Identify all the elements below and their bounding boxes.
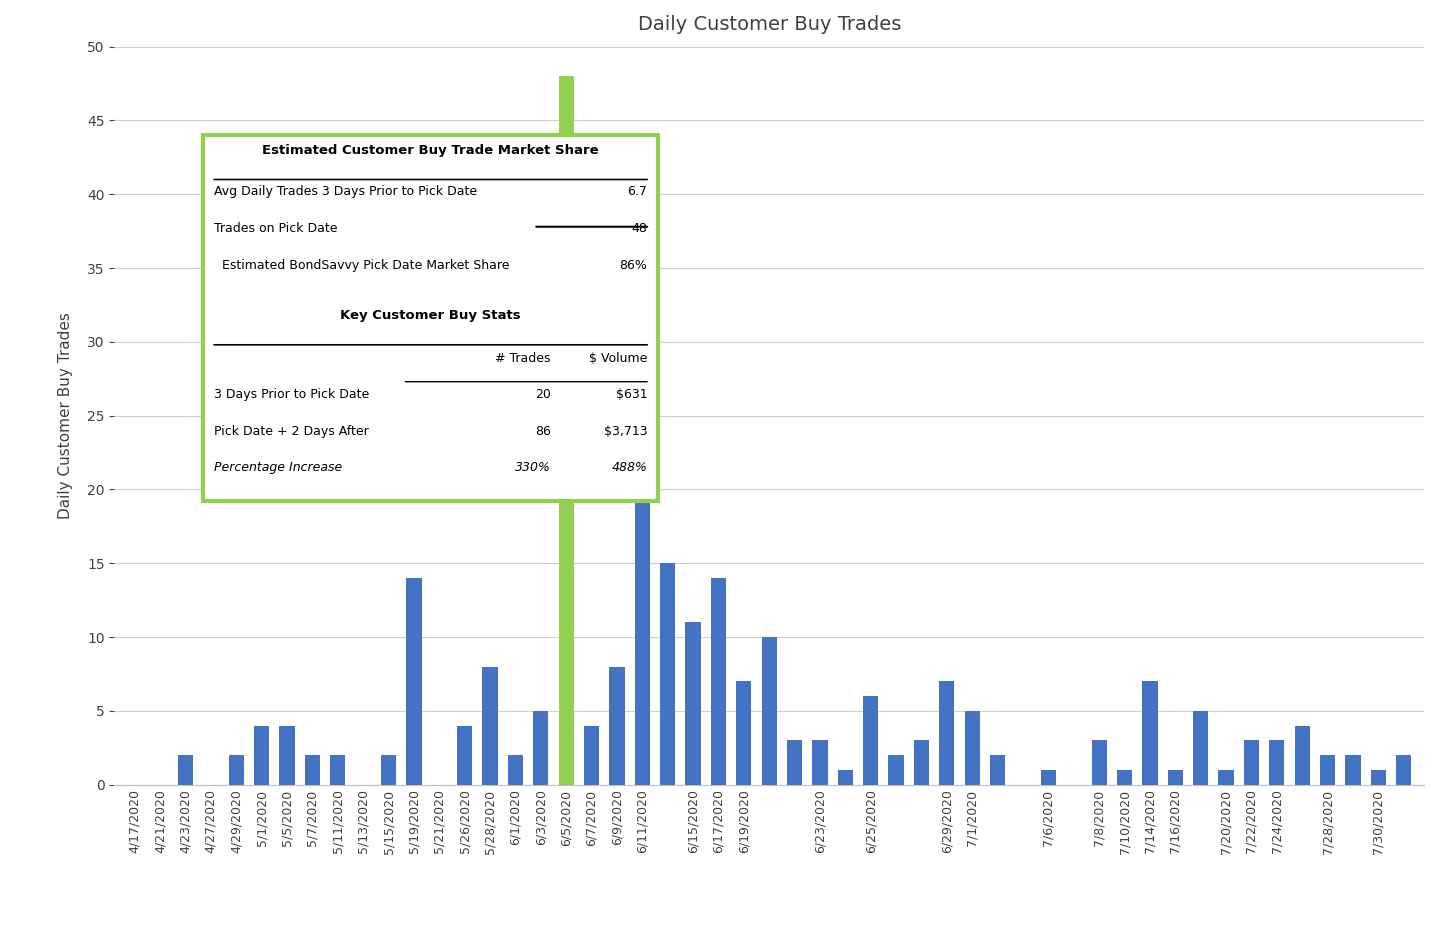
Text: Percentage Increase: Percentage Increase [214,461,342,474]
Bar [381,755,396,785]
Bar [255,726,269,785]
Text: Avg Daily Trades 3 Days Prior to Pick Date: Avg Daily Trades 3 Days Prior to Pick Da… [214,186,478,198]
Text: # Trades: # Trades [495,352,551,365]
Bar [863,696,878,785]
Bar [584,726,599,785]
Bar [1117,770,1132,785]
Bar [229,755,243,785]
Bar [1269,741,1285,785]
Bar [914,741,930,785]
Bar [1167,770,1183,785]
Text: 48: 48 [632,222,648,235]
Bar [558,77,574,785]
Bar [1295,726,1309,785]
Bar [1345,755,1360,785]
Bar [305,755,319,785]
FancyBboxPatch shape [203,135,658,501]
Bar [534,711,548,785]
Bar [1219,770,1233,785]
Bar [1396,755,1412,785]
Bar [761,637,777,785]
Text: 6.7: 6.7 [627,186,648,198]
Text: 20: 20 [535,388,551,401]
Bar [888,755,904,785]
Text: 86%: 86% [620,260,648,272]
Bar [279,726,295,785]
Bar [787,741,802,785]
Bar [661,563,675,785]
Bar [685,622,701,785]
Text: 330%: 330% [515,461,551,474]
Bar [964,711,980,785]
Bar [482,667,498,785]
Bar [1243,741,1259,785]
Bar [406,578,422,785]
Bar [737,681,751,785]
Bar [940,681,954,785]
Bar [330,755,345,785]
Bar [990,755,1006,785]
Bar [711,578,727,785]
Text: Estimated BondSavvy Pick Date Market Share: Estimated BondSavvy Pick Date Market Sha… [214,260,509,272]
Text: Key Customer Buy Stats: Key Customer Buy Stats [341,309,521,322]
Bar [1143,681,1157,785]
Bar [1040,770,1056,785]
Bar [178,755,193,785]
Bar [837,770,853,785]
Bar [635,446,650,785]
Bar [1371,770,1386,785]
Bar [813,741,827,785]
Title: Daily Customer Buy Trades: Daily Customer Buy Trades [637,15,901,34]
Text: $ Volume: $ Volume [589,352,648,365]
Bar [609,667,625,785]
Text: $3,713: $3,713 [604,425,648,437]
Bar [1320,755,1335,785]
Text: $631: $631 [616,388,648,401]
Bar [508,755,522,785]
Bar [1092,741,1107,785]
Text: Pick Date + 2 Days After: Pick Date + 2 Days After [214,425,368,437]
Bar [1193,711,1209,785]
Text: 86: 86 [535,425,551,437]
Text: 3 Days Prior to Pick Date: 3 Days Prior to Pick Date [214,388,370,401]
Y-axis label: Daily Customer Buy Trades: Daily Customer Buy Trades [58,312,73,519]
Text: Trades on Pick Date: Trades on Pick Date [214,222,337,235]
Text: 488%: 488% [612,461,648,474]
Bar [458,726,472,785]
Text: Estimated Customer Buy Trade Market Share: Estimated Customer Buy Trade Market Shar… [262,144,599,157]
